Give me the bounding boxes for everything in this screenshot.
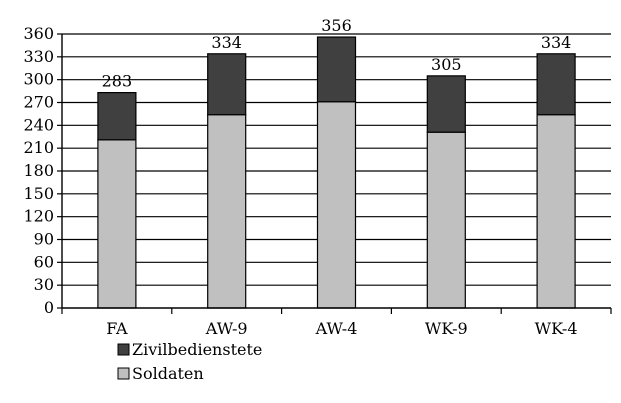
y-tick-label: 0 bbox=[44, 298, 54, 317]
x-category-label: WK-4 bbox=[535, 319, 578, 338]
legend-swatch-soldaten bbox=[117, 367, 130, 380]
y-tick-label: 330 bbox=[23, 47, 54, 66]
bar-soldaten-fa bbox=[97, 139, 137, 309]
total-labels: 283 334 356 305 334 bbox=[102, 16, 572, 91]
y-tick-label: 180 bbox=[23, 161, 54, 180]
y-tick-label: 30 bbox=[34, 275, 54, 294]
bar-zivilbedienstete-fa bbox=[97, 92, 137, 141]
bar-zivilbedienstete-wk-4 bbox=[536, 53, 576, 116]
legend-label-zivilbedienstete: Zivilbedienstete bbox=[132, 340, 262, 359]
bar-soldaten-aw-4 bbox=[316, 101, 357, 309]
bar-zivilbedienstete-wk-9 bbox=[426, 75, 466, 133]
bar-soldaten-wk-4 bbox=[536, 114, 576, 309]
y-tick-label: 90 bbox=[34, 230, 54, 249]
axes bbox=[57, 33, 612, 314]
total-label: 356 bbox=[321, 16, 352, 35]
bar-soldaten-aw-9 bbox=[207, 114, 247, 309]
legend-swatch-zivilbedienstete bbox=[117, 343, 130, 356]
legend-label-soldaten: Soldaten bbox=[132, 364, 204, 383]
total-label: 334 bbox=[211, 33, 242, 52]
y-tick-label: 300 bbox=[23, 70, 54, 89]
total-label: 305 bbox=[431, 55, 462, 74]
bars bbox=[97, 36, 576, 309]
y-tick-label: 240 bbox=[23, 115, 54, 134]
bar-zivilbedienstete-aw-4 bbox=[316, 36, 357, 103]
total-label: 334 bbox=[541, 33, 572, 52]
x-category-label: FA bbox=[106, 319, 128, 338]
legend: Zivilbedienstete Soldaten bbox=[117, 340, 262, 383]
y-tick-label: 60 bbox=[34, 252, 54, 271]
x-category-label: AW-4 bbox=[315, 319, 358, 338]
y-tick-labels: 0 30 60 90 120 150 180 210 240 270 300 330 360 bbox=[23, 24, 54, 317]
x-category-label: WK-9 bbox=[425, 319, 468, 338]
x-category-labels: FA AW-9 AW-4 WK-9 WK-4 bbox=[106, 319, 577, 338]
y-tick-label: 210 bbox=[23, 138, 54, 157]
y-tick-label: 360 bbox=[23, 24, 54, 43]
x-category-label: AW-9 bbox=[205, 319, 248, 338]
y-tick-label: 150 bbox=[23, 184, 54, 203]
total-label: 283 bbox=[102, 72, 133, 91]
y-tick-label: 120 bbox=[23, 207, 54, 226]
bar-soldaten-wk-9 bbox=[426, 131, 466, 309]
bar-zivilbedienstete-aw-9 bbox=[207, 53, 247, 116]
y-tick-label: 270 bbox=[23, 93, 54, 112]
